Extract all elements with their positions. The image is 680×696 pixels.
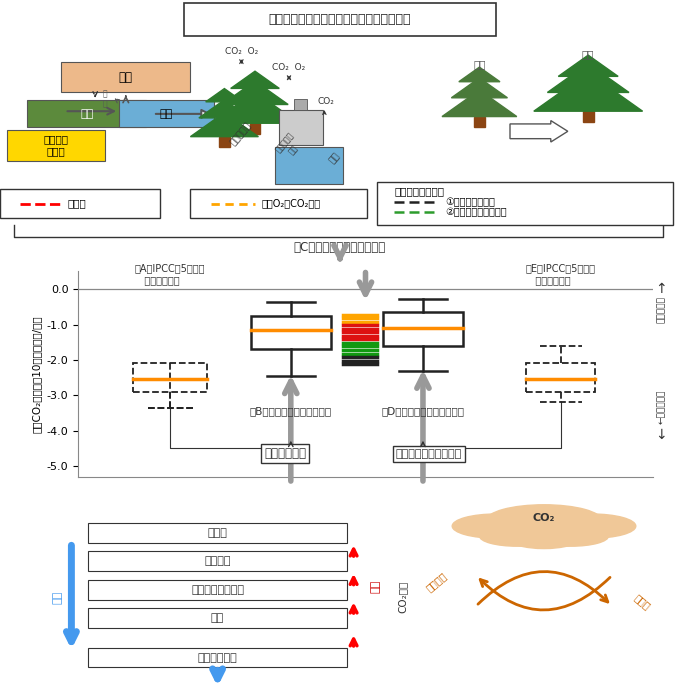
Polygon shape bbox=[205, 88, 243, 102]
Polygon shape bbox=[219, 136, 230, 148]
Text: CO₂  O₂: CO₂ O₂ bbox=[225, 47, 258, 56]
FancyBboxPatch shape bbox=[61, 62, 190, 93]
FancyBboxPatch shape bbox=[184, 3, 496, 36]
Text: 吸収: 吸収 bbox=[53, 591, 63, 604]
Text: 火災: 火災 bbox=[211, 613, 224, 623]
Bar bbox=[133, 363, 207, 392]
Text: CO₂  O₂: CO₂ O₂ bbox=[273, 63, 305, 72]
Text: バイオマス変化量: バイオマス変化量 bbox=[394, 186, 445, 196]
Polygon shape bbox=[583, 111, 594, 122]
Text: 植物呼吸: 植物呼吸 bbox=[205, 556, 231, 566]
Text: CO₂収支: CO₂収支 bbox=[398, 581, 408, 613]
Text: 光合成: 光合成 bbox=[207, 528, 228, 538]
Polygon shape bbox=[211, 92, 299, 123]
Polygon shape bbox=[231, 71, 279, 88]
Text: ①衛星マイクロ波: ①衛星マイクロ波 bbox=[445, 197, 495, 207]
Text: 大気インバースモデル: 大気インバースモデル bbox=[396, 449, 462, 459]
Text: 陸域: 陸域 bbox=[80, 109, 93, 119]
Text: ↓: ↓ bbox=[655, 428, 667, 442]
Text: 大気: 大気 bbox=[119, 70, 133, 84]
Ellipse shape bbox=[547, 514, 636, 538]
FancyBboxPatch shape bbox=[279, 110, 323, 145]
Text: 化石燃料
の燃焼: 化石燃料 の燃焼 bbox=[44, 134, 69, 156]
FancyBboxPatch shape bbox=[377, 182, 673, 225]
Text: 【C】本研究（定義の補正）: 【C】本研究（定義の補正） bbox=[294, 242, 386, 254]
Polygon shape bbox=[190, 113, 258, 136]
Polygon shape bbox=[534, 72, 643, 111]
FancyBboxPatch shape bbox=[0, 189, 160, 219]
Ellipse shape bbox=[479, 525, 554, 546]
Bar bbox=[383, 312, 463, 346]
Text: 海洋: 海洋 bbox=[328, 151, 342, 165]
Text: 生態系モデル: 生態系モデル bbox=[264, 448, 306, 460]
Text: 【E】IPCC第5次評価
   報告書の再現: 【E】IPCC第5次評価 報告書の再現 bbox=[526, 263, 596, 285]
FancyArrow shape bbox=[510, 120, 568, 142]
Text: ↑: ↑ bbox=[655, 282, 667, 296]
Polygon shape bbox=[452, 78, 507, 98]
Text: 大気・地上・衛星観測データに基づく手法: 大気・地上・衛星観測データに基づく手法 bbox=[269, 13, 411, 26]
Ellipse shape bbox=[510, 530, 578, 548]
Text: ←吸収（－）: ←吸収（－） bbox=[656, 390, 666, 425]
Text: 大気O₂・CO₂観測: 大気O₂・CO₂観測 bbox=[262, 198, 321, 209]
Polygon shape bbox=[199, 100, 250, 118]
Polygon shape bbox=[474, 116, 485, 127]
Text: 大気輸送: 大気輸送 bbox=[424, 571, 449, 594]
Text: CO₂: CO₂ bbox=[533, 514, 555, 523]
Text: 【D】本研究（定義の補正）: 【D】本研究（定義の補正） bbox=[381, 406, 464, 416]
Text: 残余法: 残余法 bbox=[68, 198, 87, 209]
Bar bbox=[250, 316, 331, 349]
Text: 陸域生態系: 陸域生態系 bbox=[229, 121, 254, 147]
Polygon shape bbox=[547, 63, 629, 93]
Ellipse shape bbox=[534, 525, 609, 546]
Polygon shape bbox=[459, 67, 500, 81]
FancyBboxPatch shape bbox=[88, 580, 347, 599]
Text: 逆推定: 逆推定 bbox=[632, 592, 652, 611]
FancyBboxPatch shape bbox=[7, 130, 105, 161]
Polygon shape bbox=[250, 123, 260, 134]
Text: 放出: 放出 bbox=[371, 580, 381, 593]
FancyBboxPatch shape bbox=[275, 148, 343, 184]
Text: 【B】本研究（定義の補正）: 【B】本研究（定義の補正） bbox=[250, 406, 332, 416]
FancyBboxPatch shape bbox=[88, 608, 347, 628]
Text: 化石燃料の
燃焼: 化石燃料の 燃焼 bbox=[274, 131, 304, 161]
Text: 放出（＋）: 放出（＋） bbox=[656, 296, 666, 323]
Text: 【A】IPCC第5次評価
   報告書の再現: 【A】IPCC第5次評価 報告書の再現 bbox=[135, 263, 205, 285]
Polygon shape bbox=[558, 55, 618, 77]
Polygon shape bbox=[442, 90, 517, 116]
Ellipse shape bbox=[452, 514, 541, 538]
Text: 海洋: 海洋 bbox=[160, 109, 173, 119]
Polygon shape bbox=[222, 81, 288, 104]
FancyBboxPatch shape bbox=[119, 100, 214, 127]
Text: 前年: 前年 bbox=[473, 60, 486, 70]
FancyBboxPatch shape bbox=[88, 648, 347, 667]
Text: リター・土壌分解: リター・土壌分解 bbox=[191, 585, 244, 594]
Ellipse shape bbox=[486, 505, 602, 537]
FancyBboxPatch shape bbox=[294, 99, 307, 110]
FancyBboxPatch shape bbox=[88, 523, 347, 543]
FancyBboxPatch shape bbox=[27, 100, 146, 127]
Y-axis label: 陸域CO₂収支量（10億トン炭素/年）: 陸域CO₂収支量（10億トン炭素/年） bbox=[31, 315, 41, 433]
Text: 現年: 現年 bbox=[582, 49, 594, 59]
Text: ②森林インベントリー: ②森林インベントリー bbox=[445, 207, 507, 217]
FancyBboxPatch shape bbox=[88, 551, 347, 571]
Text: CO₂: CO₂ bbox=[318, 97, 335, 106]
Text: 移
流: 移 流 bbox=[103, 90, 107, 109]
Bar bbox=[526, 363, 595, 392]
FancyBboxPatch shape bbox=[190, 189, 367, 219]
Text: 土地利用変化: 土地利用変化 bbox=[198, 653, 237, 663]
